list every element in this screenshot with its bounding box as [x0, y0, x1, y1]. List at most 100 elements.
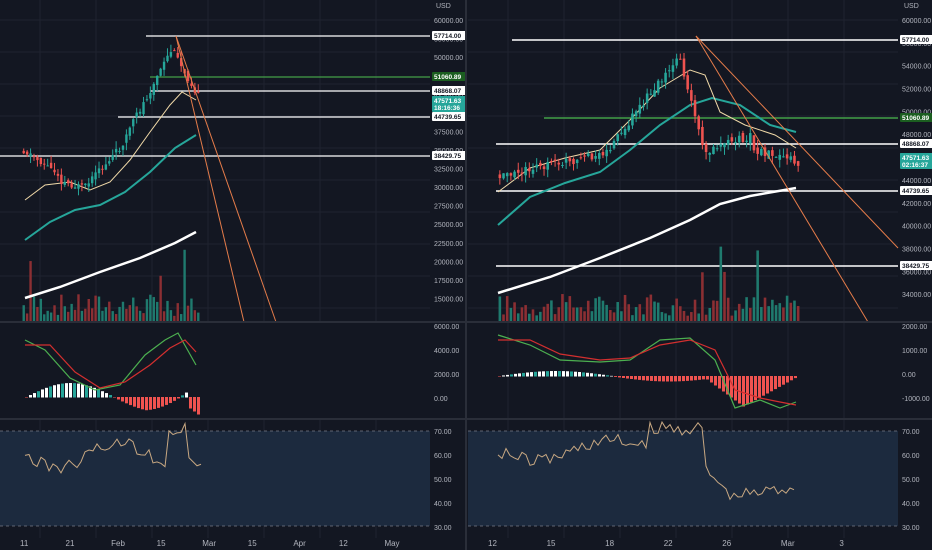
macd-histogram-bar: [518, 373, 521, 377]
volume-bar: [73, 309, 77, 322]
price-tag-green: [900, 113, 932, 122]
candle-body: [634, 111, 638, 117]
volume-bar: [667, 315, 671, 322]
trendline: [695, 35, 899, 249]
candle-body: [631, 113, 634, 126]
candle-body: [664, 72, 667, 83]
candle-body: [186, 70, 190, 82]
macd-histogram-bar: [37, 391, 40, 398]
macd-histogram-bar: [510, 374, 513, 377]
macd-histogram-bar: [173, 397, 176, 401]
volume-bar: [176, 303, 179, 322]
candle-body: [568, 158, 572, 162]
left-grid: [0, 0, 430, 538]
candle-body: [520, 172, 524, 174]
macd-histogram-bar: [662, 376, 665, 382]
right-price-axis[interactable]: USD 60000.00 56000.00 54000.00 52000.00 50000…: [900, 3, 932, 532]
candle-body: [778, 154, 782, 160]
date-tick-label: 26: [722, 539, 731, 548]
macd-histogram-bar: [754, 376, 757, 401]
candle-body: [748, 133, 752, 144]
right-time-axis[interactable]: 12 15 18 22 26 Mar 3: [488, 539, 844, 548]
macd-histogram-bar: [57, 384, 60, 398]
candle-body: [682, 58, 686, 77]
volume-bar: [97, 296, 101, 322]
macd-tick-label: 4000.00: [434, 348, 459, 355]
volume-bar: [756, 250, 759, 322]
macd-histogram-bar: [618, 376, 621, 378]
volume-bar: [29, 261, 32, 322]
macd-histogram-bar: [542, 371, 545, 377]
left-horizontal-levels[interactable]: [0, 35, 430, 157]
price-tick-label: 40000.00: [902, 224, 931, 231]
price-tag-label: 57714.00: [434, 33, 461, 40]
volume-bar: [723, 271, 726, 322]
candle-body: [686, 75, 689, 90]
volume-bar: [186, 305, 190, 322]
right-horizontal-levels[interactable]: [496, 39, 898, 267]
macd-background: [0, 323, 430, 418]
candle-body: [39, 157, 43, 165]
candle-body: [528, 168, 531, 172]
volume-bar: [509, 307, 513, 322]
volume-bar: [708, 307, 712, 322]
macd-tick-label: 1000.00: [902, 348, 927, 355]
left-rsi-pane[interactable]: [0, 421, 430, 527]
volume-bar: [193, 310, 197, 322]
trendline: [695, 35, 869, 323]
price-tick-label: 50000.00: [902, 109, 931, 116]
price-tick-label: 25000.00: [434, 222, 463, 229]
volume-bar: [686, 315, 689, 322]
candle-body: [190, 83, 193, 86]
volume-bar: [712, 300, 715, 322]
volume-bar: [63, 306, 66, 322]
left-price-axis[interactable]: USD60000.0055000.0050000.0045000.0042500…: [432, 3, 466, 532]
volume-bar: [620, 311, 623, 322]
left-trendlines[interactable]: [175, 35, 277, 323]
volume-bar: [653, 301, 656, 322]
volume-bar: [583, 311, 586, 322]
price-tick-label: 36000.00: [902, 269, 931, 276]
right-trendlines[interactable]: [695, 35, 899, 323]
candle-body: [550, 160, 553, 163]
candle-body: [690, 90, 693, 101]
left-time-axis[interactable]: 11 21 Feb 15 Mar 15 Apr 12 May: [20, 539, 400, 548]
macd-histogram-bar: [670, 376, 673, 382]
candle-body: [793, 155, 796, 164]
volume-bar: [149, 294, 152, 322]
volume-bar: [564, 302, 568, 322]
macd-histogram-bar: [89, 386, 92, 398]
volume-bar: [162, 311, 166, 322]
price-tick-label: 50000.00: [434, 55, 463, 62]
macd-tick-label: 6000.00: [434, 324, 459, 331]
volume-bar: [623, 294, 627, 322]
candle-body: [760, 148, 763, 156]
candle-body: [128, 127, 132, 136]
right-rsi-pane[interactable]: [468, 420, 898, 527]
candle-body: [653, 90, 656, 97]
macd-histogram-bar: [682, 376, 685, 382]
right-chart-layout[interactable]: USD 60000.00 56000.00 54000.00 52000.00 50000…: [468, 0, 932, 548]
macd-histogram-bar: [85, 385, 88, 398]
date-tick-label: 12: [339, 539, 348, 548]
candle-body: [590, 153, 594, 160]
candle-body: [723, 143, 726, 148]
left-macd-pane[interactable]: [0, 323, 430, 418]
price-tick-label: 42500.00: [434, 92, 463, 99]
price-tag-label: 51060.89: [434, 74, 461, 81]
candle-body: [70, 183, 73, 188]
macd-histogram-bar: [33, 393, 36, 398]
candle-body: [60, 174, 63, 185]
macd-histogram-bar: [762, 376, 765, 396]
right-macd-pane[interactable]: [497, 334, 797, 409]
candle-body: [730, 137, 734, 142]
volume-bar: [631, 315, 634, 322]
candle-body: [796, 161, 800, 166]
price-tick-label: 56000.00: [902, 41, 931, 48]
volume-bar: [53, 305, 56, 322]
macd-histogram-bar: [690, 376, 693, 381]
left-chart-layout[interactable]: USD60000.0055000.0050000.0045000.0042500…: [0, 0, 466, 548]
date-tick-label: May: [384, 539, 399, 548]
volume-bar: [22, 305, 25, 322]
